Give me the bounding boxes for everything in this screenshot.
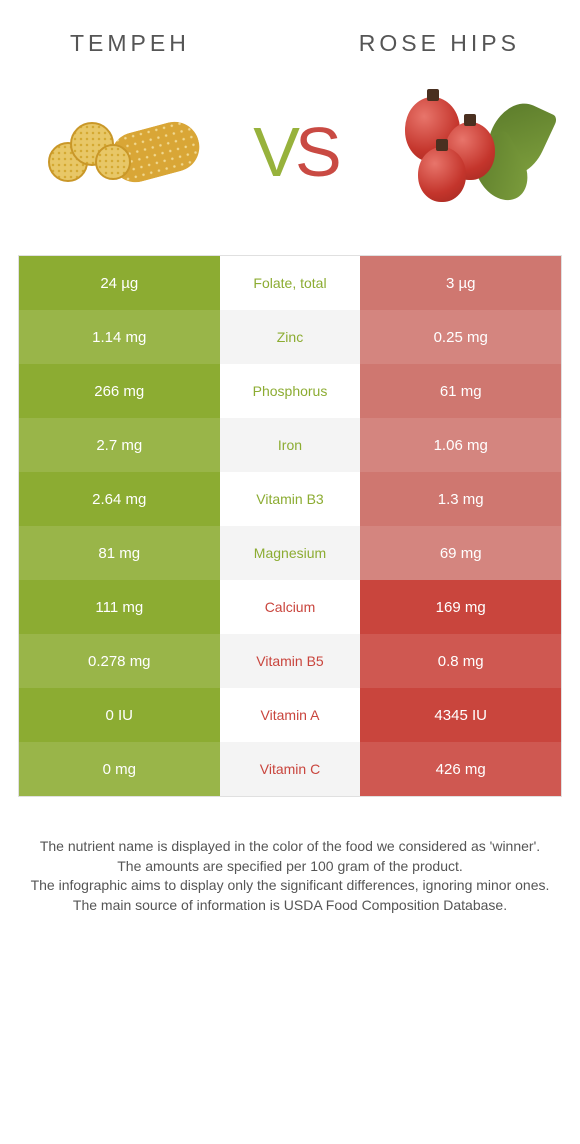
- value-a: 266 mg: [19, 364, 220, 418]
- foods-row: VS: [0, 67, 580, 247]
- value-b: 169 mg: [360, 580, 561, 634]
- value-a: 2.7 mg: [19, 418, 220, 472]
- food-b-title: ROSE HIPS: [359, 30, 520, 57]
- value-a: 111 mg: [19, 580, 220, 634]
- nutrient-table: 24 µgFolate, total3 µg1.14 mgZinc0.25 mg…: [18, 255, 562, 797]
- table-row: 0.278 mgVitamin B50.8 mg: [19, 634, 561, 688]
- food-a-title: TEMPEH: [70, 30, 190, 57]
- value-b: 3 µg: [360, 256, 561, 310]
- value-a: 0 IU: [19, 688, 220, 742]
- nutrient-label: Iron: [220, 418, 361, 472]
- table-row: 111 mgCalcium169 mg: [19, 580, 561, 634]
- value-a: 0 mg: [19, 742, 220, 796]
- table-row: 0 IUVitamin A4345 IU: [19, 688, 561, 742]
- value-b: 426 mg: [360, 742, 561, 796]
- nutrient-label: Calcium: [220, 580, 361, 634]
- vs-label: VS: [253, 112, 336, 192]
- value-a: 0.278 mg: [19, 634, 220, 688]
- value-a: 81 mg: [19, 526, 220, 580]
- nutrient-label: Zinc: [220, 310, 361, 364]
- value-b: 1.06 mg: [360, 418, 561, 472]
- table-row: 266 mgPhosphorus61 mg: [19, 364, 561, 418]
- value-a: 1.14 mg: [19, 310, 220, 364]
- table-row: 81 mgMagnesium69 mg: [19, 526, 561, 580]
- footer-line: The infographic aims to display only the…: [20, 876, 560, 896]
- value-b: 61 mg: [360, 364, 561, 418]
- footer-line: The main source of information is USDA F…: [20, 896, 560, 916]
- value-b: 0.25 mg: [360, 310, 561, 364]
- table-row: 1.14 mgZinc0.25 mg: [19, 310, 561, 364]
- value-b: 4345 IU: [360, 688, 561, 742]
- value-b: 0.8 mg: [360, 634, 561, 688]
- food-a-image: [40, 77, 210, 227]
- value-b: 69 mg: [360, 526, 561, 580]
- value-a: 2.64 mg: [19, 472, 220, 526]
- nutrient-label: Vitamin B3: [220, 472, 361, 526]
- header: TEMPEH ROSE HIPS: [0, 0, 580, 67]
- value-a: 24 µg: [19, 256, 220, 310]
- nutrient-label: Magnesium: [220, 526, 361, 580]
- nutrient-label: Vitamin A: [220, 688, 361, 742]
- value-b: 1.3 mg: [360, 472, 561, 526]
- nutrient-label: Phosphorus: [220, 364, 361, 418]
- table-row: 24 µgFolate, total3 µg: [19, 256, 561, 310]
- footer-line: The amounts are specified per 100 gram o…: [20, 857, 560, 877]
- table-row: 0 mgVitamin C426 mg: [19, 742, 561, 796]
- nutrient-label: Folate, total: [220, 256, 361, 310]
- footer-line: The nutrient name is displayed in the co…: [20, 837, 560, 857]
- nutrient-label: Vitamin C: [220, 742, 361, 796]
- table-row: 2.7 mgIron1.06 mg: [19, 418, 561, 472]
- footer-notes: The nutrient name is displayed in the co…: [0, 797, 580, 915]
- food-b-image: [380, 77, 550, 227]
- nutrient-label: Vitamin B5: [220, 634, 361, 688]
- table-row: 2.64 mgVitamin B31.3 mg: [19, 472, 561, 526]
